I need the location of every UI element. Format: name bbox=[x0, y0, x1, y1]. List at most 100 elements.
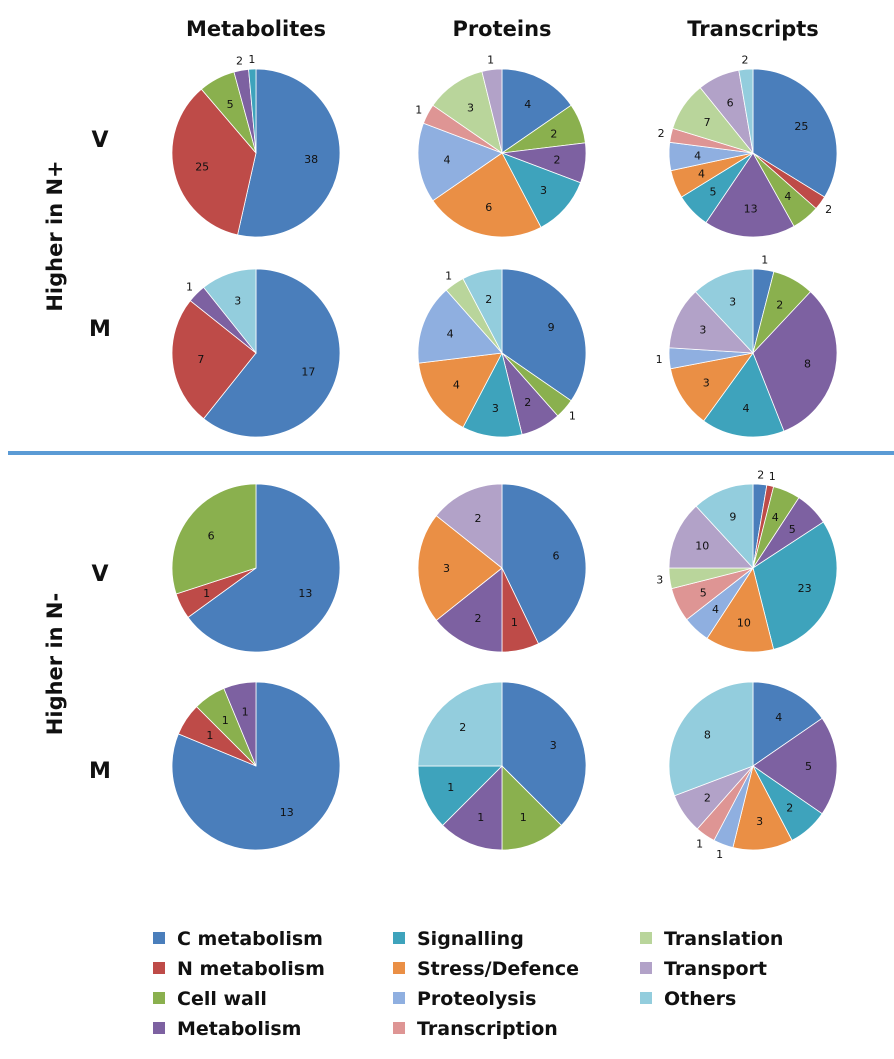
legend-swatch-n-metabolism bbox=[153, 962, 165, 974]
legend-label: Cell wall bbox=[177, 988, 267, 1010]
pie-slice-label: 6 bbox=[553, 550, 560, 563]
pie-slice-label: 2 bbox=[485, 293, 492, 306]
pie-slice-others bbox=[203, 268, 257, 355]
pie-slice-label: 1 bbox=[520, 811, 527, 824]
pie-slice-transport bbox=[481, 68, 503, 154]
legend-item-translation: Translation bbox=[640, 928, 783, 950]
pie-slice-label: 38 bbox=[304, 153, 318, 166]
pie-slice-label: 4 bbox=[453, 378, 460, 391]
pie-slice-label: 4 bbox=[694, 149, 701, 162]
row-label-v-top: V bbox=[91, 128, 108, 153]
pie-slice-signalling bbox=[417, 765, 503, 826]
pie-slice-label: 1 bbox=[203, 587, 210, 600]
pie-slice-label: 4 bbox=[524, 98, 531, 111]
pie-slice-c-metabolism bbox=[187, 483, 341, 653]
pie-slice-label: 13 bbox=[280, 806, 294, 819]
pie-slice-stress-defence bbox=[432, 152, 542, 238]
pie-slice-c-metabolism bbox=[752, 681, 823, 767]
pie-slice-label: 3 bbox=[234, 295, 241, 308]
pie-slice-label: 3 bbox=[492, 402, 499, 415]
pie-slice-stress-defence bbox=[706, 567, 775, 653]
legend-item-transcription: Transcription bbox=[393, 1018, 558, 1040]
pie-slice-n-metabolism bbox=[171, 88, 257, 236]
pie-slice-signalling bbox=[703, 352, 785, 438]
legend-swatch-proteolysis bbox=[393, 992, 405, 1004]
pie-slice-proteolysis bbox=[417, 122, 503, 202]
legend-swatch-transcription bbox=[393, 1022, 405, 1034]
pie-slice-label: 1 bbox=[769, 470, 776, 483]
column-header-transcripts: Transcripts bbox=[687, 17, 819, 41]
pie-slice-label: 3 bbox=[756, 815, 763, 828]
legend-label: Translation bbox=[664, 928, 783, 950]
pie-slice-label: 25 bbox=[195, 160, 209, 173]
pie-slice-label: 2 bbox=[474, 512, 481, 525]
pie-slice-label: 4 bbox=[712, 603, 719, 616]
pie-higher-in-n-m-proteins: 3 1 1 1 2 bbox=[417, 681, 587, 851]
pie-slice-label: 9 bbox=[729, 510, 736, 523]
pie-slice-label: 9 bbox=[548, 321, 555, 334]
pie-slice-label: 1 bbox=[569, 409, 576, 422]
pie-slice-label: 17 bbox=[301, 365, 315, 378]
pie-slice-label: 4 bbox=[775, 711, 782, 724]
legend-label: Signalling bbox=[417, 928, 524, 950]
pie-slice-label: 1 bbox=[716, 848, 723, 861]
pie-slice-label: 3 bbox=[540, 184, 547, 197]
pie-slice-metabolism bbox=[442, 765, 503, 851]
pie-slice-signalling bbox=[248, 68, 257, 154]
legend-item-transport: Transport bbox=[640, 958, 767, 980]
legend-swatch-signalling bbox=[393, 932, 405, 944]
pie-slice-cell-wall bbox=[171, 483, 257, 595]
pie-slice-label: 23 bbox=[798, 582, 812, 595]
pie-slice-label: 10 bbox=[737, 617, 751, 630]
pie-slice-label: 1 bbox=[206, 729, 213, 742]
pie-higher-in-n-m-proteins: 9 1 2 3 4 4 1 2 bbox=[417, 268, 587, 438]
pie-slice-label: 5 bbox=[700, 586, 707, 599]
pie-slice-label: 1 bbox=[242, 706, 249, 719]
legend-label: Metabolism bbox=[177, 1018, 301, 1040]
pie-slice-label: 3 bbox=[703, 377, 710, 390]
pie-slice-label: 13 bbox=[298, 587, 312, 600]
legend-swatch-translation bbox=[640, 932, 652, 944]
pie-slice-label: 7 bbox=[704, 116, 711, 129]
legend-item-signalling: Signalling bbox=[393, 928, 524, 950]
pie-slice-label: 3 bbox=[699, 323, 706, 336]
pie-slice-label: 2 bbox=[757, 468, 764, 481]
group-label-higher-n-plus: Higher in N+ bbox=[43, 160, 67, 311]
legend-label: Transcription bbox=[417, 1018, 558, 1040]
pie-slice-label: 3 bbox=[467, 101, 474, 114]
pie-slice-label: 3 bbox=[550, 739, 557, 752]
pie-higher-in-n-v-proteins: 4 2 2 3 6 4 1 3 1 bbox=[415, 54, 587, 238]
pie-slice-label: 5 bbox=[709, 185, 716, 198]
legend: C metabolism N metabolism Cell wall Metabol… bbox=[153, 928, 783, 1040]
pie-higher-in-n-v-metabolites: 13 1 6 bbox=[171, 483, 341, 653]
pie-slice-metabolism bbox=[705, 152, 795, 238]
pie-slice-label: 3 bbox=[443, 562, 450, 575]
group-label-higher-n-minus: Higher in N- bbox=[43, 593, 67, 735]
pie-slice-label: 2 bbox=[459, 721, 466, 734]
pie-slice-label: 4 bbox=[447, 327, 454, 340]
pie-slice-transport bbox=[668, 505, 754, 569]
pie-slice-metabolism bbox=[435, 567, 503, 653]
legend-item-cell-wall: Cell wall bbox=[153, 988, 267, 1010]
pie-slice-label: 1 bbox=[487, 54, 494, 67]
legend-label: N metabolism bbox=[177, 958, 325, 980]
pie-slice-label: 2 bbox=[524, 396, 531, 409]
pie-slice-transport bbox=[435, 483, 503, 569]
pie-slice-label: 7 bbox=[197, 353, 204, 366]
pie-slice-proteolysis bbox=[417, 289, 503, 364]
legend-swatch-metabolism bbox=[153, 1022, 165, 1034]
pie-slice-others bbox=[695, 483, 754, 570]
pie-slice-stress-defence bbox=[417, 515, 503, 621]
pie-slice-label: 8 bbox=[704, 729, 711, 742]
column-header-proteins: Proteins bbox=[452, 17, 551, 41]
legend-swatch-stress-defence bbox=[393, 962, 405, 974]
legend-item-metabolism: Metabolism bbox=[153, 1018, 301, 1040]
pie-slice-metabolism bbox=[223, 681, 257, 767]
pie-slice-label: 1 bbox=[415, 103, 422, 116]
pie-slice-label: 2 bbox=[474, 612, 481, 625]
